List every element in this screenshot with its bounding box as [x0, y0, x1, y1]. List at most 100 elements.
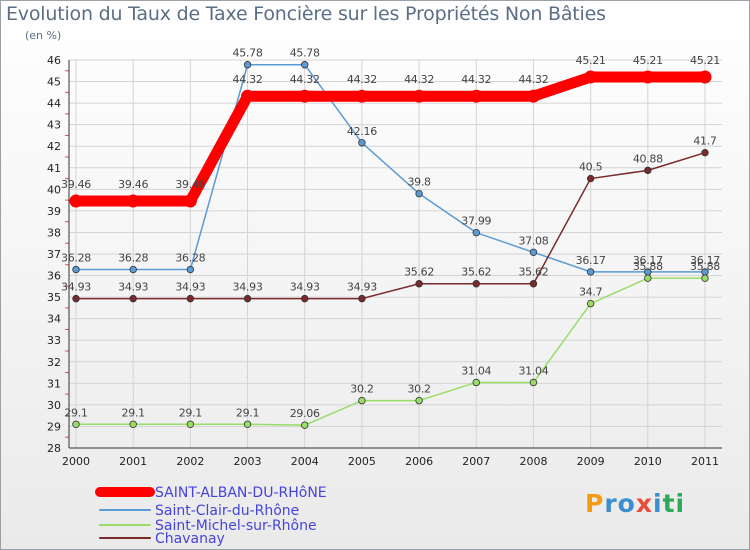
data-point [186, 294, 195, 303]
data-point [415, 189, 423, 198]
data-label: 34.93 [118, 281, 148, 294]
y-tick-label: 40 [47, 183, 61, 196]
y-tick-label: 28 [47, 442, 61, 455]
x-tick-label: 2010 [634, 455, 662, 468]
x-tick-label: 2007 [462, 455, 490, 468]
data-label: 34.93 [175, 281, 205, 294]
data-point [529, 280, 538, 288]
data-point [186, 265, 195, 274]
data-point [186, 420, 195, 428]
data-point [472, 378, 480, 387]
y-tick-label: 37 [47, 248, 61, 261]
data-point [586, 174, 595, 183]
data-label: 34.93 [290, 281, 320, 294]
data-label: 35.88 [690, 260, 720, 273]
data-point [472, 280, 480, 288]
data-point [69, 194, 83, 208]
y-tick-label: 29 [47, 420, 61, 433]
data-point [72, 294, 80, 303]
data-label: 36.28 [61, 252, 91, 265]
x-tick-label: 2011 [691, 455, 719, 468]
axes [65, 60, 722, 449]
data-point [301, 294, 309, 303]
x-tick-label: 2002 [176, 455, 204, 468]
x-tick-label: 2008 [519, 455, 547, 468]
y-tick-label: 41 [47, 162, 61, 175]
proxiti-logo: Proxiti [585, 489, 686, 518]
y-tick-label: 43 [47, 119, 61, 132]
data-label: 35.62 [518, 266, 548, 279]
data-label: 36.28 [175, 252, 205, 265]
data-label: 39.46 [118, 178, 148, 191]
chart-unit-label: (en %) [25, 29, 62, 42]
y-tick-label: 36 [47, 270, 61, 283]
data-label: 31.04 [518, 364, 548, 377]
data-point [301, 421, 309, 429]
data-point [529, 248, 538, 256]
x-tick-label: 2003 [234, 455, 262, 468]
data-label: 44.32 [404, 73, 434, 86]
data-label: 36.17 [576, 254, 606, 267]
data-point [129, 420, 137, 428]
data-label: 36.17 [690, 254, 720, 267]
chart-title: Evolution du Taux de Taxe Foncière sur l… [6, 3, 606, 25]
y-tick-label: 42 [47, 140, 61, 153]
series-line-0 [70, 71, 711, 207]
data-point [701, 148, 709, 157]
data-label: 37.08 [518, 234, 548, 247]
x-tick-label: 2000 [62, 455, 90, 468]
x-tick-label: 2006 [405, 455, 433, 468]
data-point [526, 89, 540, 103]
y-tick-label: 32 [47, 356, 61, 369]
data-point [243, 61, 252, 69]
data-label: 34.93 [233, 281, 263, 294]
y-tick-label: 30 [47, 399, 61, 412]
data-label: 29.1 [179, 406, 202, 419]
data-label: 35.62 [404, 266, 434, 279]
data-point [129, 294, 137, 303]
data-point [415, 280, 423, 288]
legend: SAINT-ALBAN-DU-RHôNE Saint-Clair-du-Rhône… [95, 485, 327, 547]
data-label: 37.99 [461, 215, 491, 228]
data-point [183, 194, 197, 208]
y-tick-label: 39 [47, 205, 61, 218]
data-point [641, 70, 655, 84]
grid-lines [69, 59, 722, 449]
data-point [358, 396, 366, 405]
x-tick-label: 2009 [577, 455, 605, 468]
data-point [472, 228, 480, 237]
data-point [243, 420, 252, 428]
data-point [358, 139, 366, 147]
data-point [584, 70, 598, 84]
data-label: 44.32 [290, 73, 320, 86]
data-label: 45.78 [233, 47, 263, 60]
data-label: 42.16 [347, 125, 377, 138]
data-point [355, 89, 369, 103]
x-tick-labels: 2000 2001 2002 2003 2004 2005 2006 2007 2008 2009… [62, 455, 719, 468]
data-label: 44.32 [461, 73, 491, 86]
data-label: 36.28 [118, 252, 148, 265]
data-label: 39.46 [175, 178, 205, 191]
data-label: 45.21 [633, 54, 663, 67]
legend-label-1: Saint-Clair-du-Rhône [155, 503, 299, 519]
data-label: 45.21 [576, 54, 606, 67]
series-line-1 [75, 63, 706, 273]
data-label: 35.62 [461, 266, 491, 279]
data-point [126, 194, 140, 208]
data-label: 29.1 [122, 406, 145, 419]
data-point [469, 89, 483, 103]
data-point [698, 70, 712, 84]
y-tick-label: 45 [47, 76, 61, 89]
data-point [298, 89, 312, 103]
y-tick-label: 34 [47, 313, 61, 326]
data-label: 36.17 [633, 254, 663, 267]
data-label: 45.78 [290, 47, 320, 60]
data-point [129, 265, 137, 274]
y-tick-label: 33 [47, 334, 61, 347]
y-tick-label: 38 [47, 226, 61, 239]
data-labels: 36.28 36.28 36.28 45.78 45.78 42.16 39.8 37.99 3… [61, 47, 721, 420]
data-point [301, 61, 309, 69]
data-label: 29.06 [290, 407, 320, 420]
data-point [529, 378, 538, 387]
